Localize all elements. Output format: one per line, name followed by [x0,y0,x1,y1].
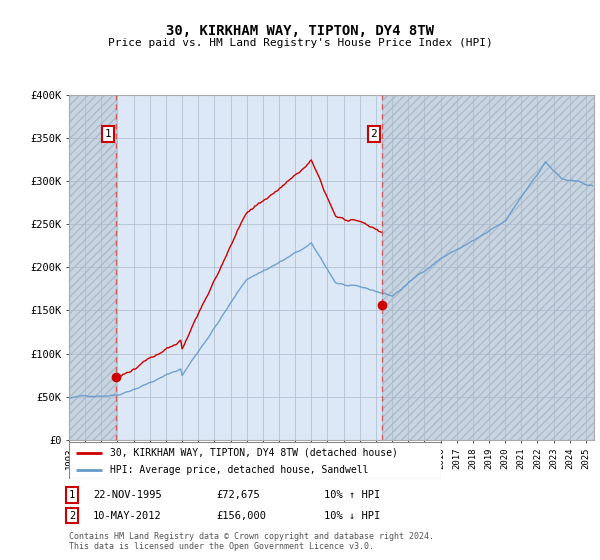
Text: 10% ↑ HPI: 10% ↑ HPI [324,490,380,500]
Bar [382,95,594,440]
Text: 10-MAY-2012: 10-MAY-2012 [93,511,162,521]
Text: 2: 2 [69,511,75,521]
Text: 30, KIRKHAM WAY, TIPTON, DY4 8TW: 30, KIRKHAM WAY, TIPTON, DY4 8TW [166,24,434,38]
Text: 30, KIRKHAM WAY, TIPTON, DY4 8TW (detached house): 30, KIRKHAM WAY, TIPTON, DY4 8TW (detach… [110,447,398,458]
Text: £156,000: £156,000 [216,511,266,521]
Text: 1: 1 [69,490,75,500]
Bar [382,95,594,440]
Text: 22-NOV-1995: 22-NOV-1995 [93,490,162,500]
Text: 10% ↓ HPI: 10% ↓ HPI [324,511,380,521]
Text: 2: 2 [370,129,377,139]
Bar [69,95,116,440]
Text: £72,675: £72,675 [216,490,260,500]
Text: Contains HM Land Registry data © Crown copyright and database right 2024.
This d: Contains HM Land Registry data © Crown c… [69,532,434,552]
Text: Price paid vs. HM Land Registry's House Price Index (HPI): Price paid vs. HM Land Registry's House … [107,38,493,48]
Bar [69,95,116,440]
Text: 1: 1 [104,129,111,139]
Text: HPI: Average price, detached house, Sandwell: HPI: Average price, detached house, Sand… [110,465,368,475]
